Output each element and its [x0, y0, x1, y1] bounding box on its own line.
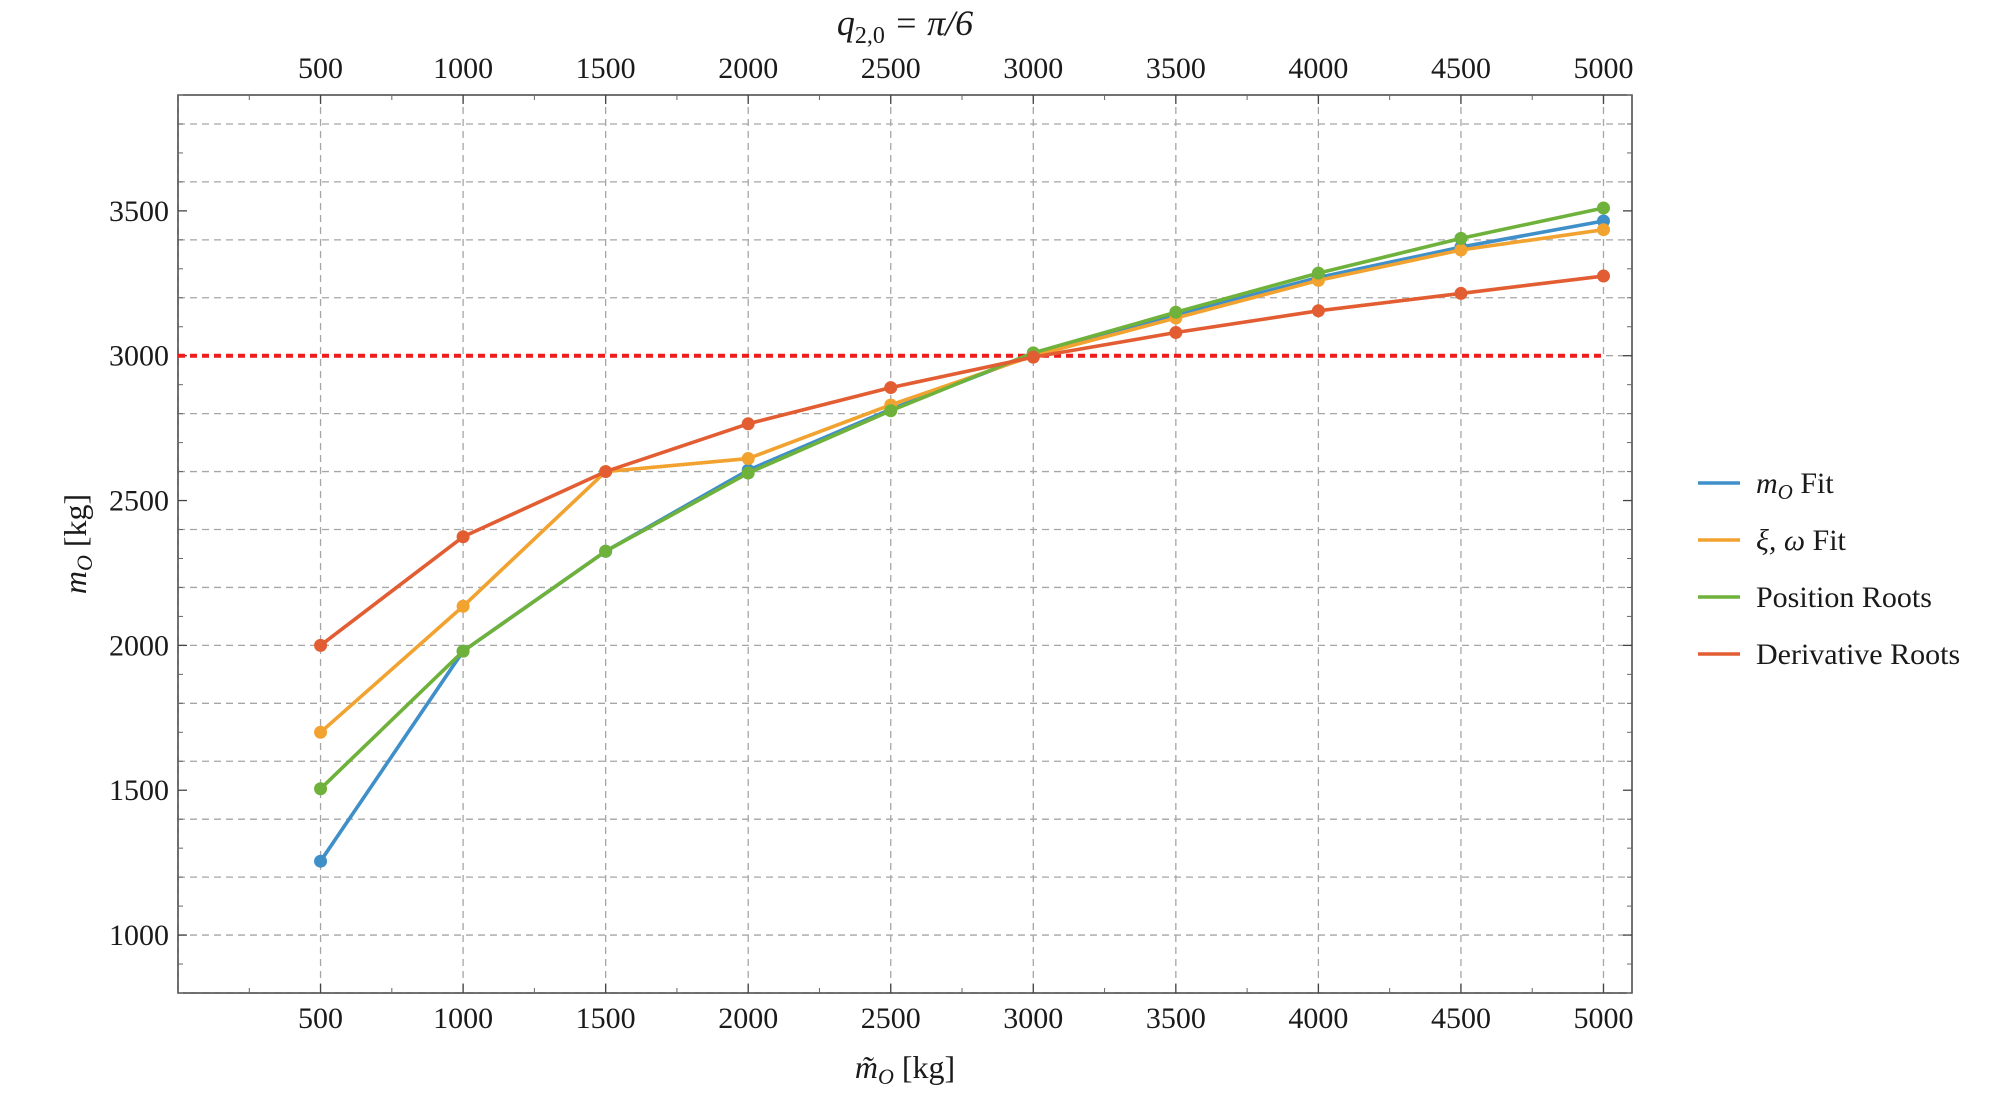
x-tick-label-top: 5000 — [1573, 52, 1633, 85]
x-tick-label-top: 1500 — [576, 52, 636, 85]
x-tick-label: 5000 — [1573, 1002, 1633, 1035]
legend-label-main: m — [1756, 467, 1778, 500]
x-tick-label: 3000 — [1003, 1002, 1063, 1035]
legend-label: mO Fit — [1756, 467, 1834, 504]
series-group — [314, 201, 1610, 868]
x-tick-label: 2500 — [861, 1002, 921, 1035]
legend-label-main: ξ, ω — [1756, 524, 1805, 557]
x-tick-label: 500 — [298, 1002, 343, 1035]
x-tick-label: 2000 — [718, 1002, 778, 1035]
data-point — [599, 544, 613, 558]
x-tick-label-top: 3000 — [1003, 52, 1063, 85]
x-tick-label: 4000 — [1288, 1002, 1348, 1035]
data-point — [884, 404, 898, 418]
x-tick-label: 4500 — [1431, 1002, 1491, 1035]
plot-frame — [177, 94, 1633, 994]
data-point — [884, 381, 898, 395]
legend-label-main: Derivative Roots — [1756, 638, 1960, 671]
x-tick-label: 1500 — [576, 1002, 636, 1035]
y-tick-label: 3000 — [109, 340, 169, 373]
x-tick-label-top: 3500 — [1146, 52, 1206, 85]
title-main: q — [837, 3, 855, 43]
legend-label: Position Roots — [1756, 581, 1932, 614]
series-line — [319, 219, 1604, 863]
x-axis-title-subscript: O — [878, 1064, 894, 1089]
data-point — [741, 417, 755, 431]
x-tick-label-top: 500 — [298, 52, 343, 85]
data-point — [741, 452, 755, 466]
data-point — [1311, 304, 1325, 318]
series-line — [319, 206, 1604, 791]
x-axis-title: m̃O [kg] — [855, 1049, 955, 1089]
data-point — [314, 725, 328, 739]
series-line — [319, 274, 1604, 647]
x-axis-title-main: m̃ — [855, 1049, 878, 1085]
data-point — [1026, 350, 1040, 364]
data-point — [599, 465, 613, 479]
data-point — [741, 466, 755, 480]
data-point — [1454, 286, 1468, 300]
data-point — [456, 530, 470, 544]
series-line — [319, 227, 1604, 734]
legend-label-rest: Fit — [1793, 467, 1835, 500]
legend-label: ξ, ω Fit — [1756, 524, 1847, 557]
data-point — [1596, 269, 1610, 283]
series-4 — [314, 269, 1610, 652]
x-tick-label-top: 2500 — [861, 52, 921, 85]
x-tick-label: 3500 — [1146, 1002, 1206, 1035]
y-tick-label: 1500 — [109, 774, 169, 807]
title-subscript: 2,0 — [855, 23, 885, 49]
data-point — [1169, 305, 1183, 319]
data-point — [456, 644, 470, 658]
grid — [177, 95, 1632, 994]
title-rest: = π/6 — [885, 3, 973, 43]
y-axis-title-subscript: O — [72, 555, 97, 571]
x-tick-label-top: 4000 — [1288, 52, 1348, 85]
data-point — [1169, 326, 1183, 340]
data-point — [1311, 266, 1325, 280]
y-tick-label: 2500 — [109, 485, 169, 518]
data-point — [314, 854, 328, 868]
chart-title: q2,0 = π/6 — [837, 3, 973, 49]
x-tick-label-top: 2000 — [718, 52, 778, 85]
data-point — [314, 638, 328, 652]
data-point — [1596, 223, 1610, 237]
axis-ticks: 500 500 1000 1000 1500 1500 2000 2000 2500 2500 30… — [109, 52, 1633, 1035]
y-axis-title-unit: [kg] — [57, 494, 93, 555]
series-1 — [314, 214, 1610, 868]
y-tick-label: 2000 — [109, 629, 169, 662]
legend-label-rest: Fit — [1805, 524, 1847, 557]
y-tick-label: 3500 — [109, 195, 169, 228]
legend-label: Derivative Roots — [1756, 638, 1960, 671]
y-axis-title-main: m — [57, 571, 93, 594]
legend-label-subscript: O — [1778, 480, 1793, 504]
data-point — [314, 782, 328, 796]
x-tick-label: 1000 — [433, 1002, 493, 1035]
y-axis-title: mO [kg] — [57, 494, 97, 594]
data-point — [1596, 201, 1610, 215]
data-point — [1454, 231, 1468, 245]
data-point — [1454, 243, 1468, 257]
series-3 — [314, 201, 1610, 796]
x-tick-label-top: 4500 — [1431, 52, 1491, 85]
x-axis-title-unit: [kg] — [894, 1049, 955, 1085]
x-tick-label-top: 1000 — [433, 52, 493, 85]
legend-label-main: Position Roots — [1756, 581, 1932, 614]
y-tick-label: 1000 — [109, 919, 169, 952]
data-point — [456, 599, 470, 613]
